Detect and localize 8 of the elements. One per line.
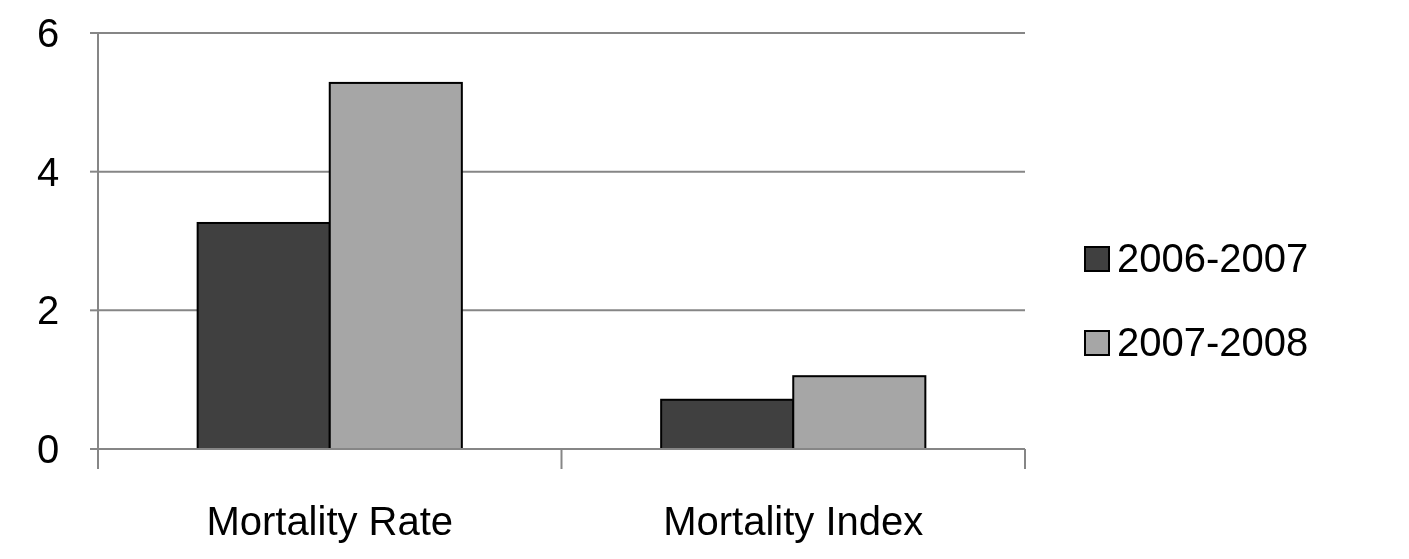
x-tick-label: Mortality Rate [206, 499, 454, 543]
y-tick-label: 4 [36, 149, 60, 194]
legend-label: 2006-2007 [1117, 236, 1309, 280]
legend-label: 2007-2008 [1117, 320, 1309, 364]
y-tick-label: 6 [36, 11, 60, 55]
x-tick-label: Mortality Index [663, 499, 924, 543]
y-tick-label: 0 [36, 427, 60, 471]
y-tick-label: 2 [36, 288, 60, 333]
